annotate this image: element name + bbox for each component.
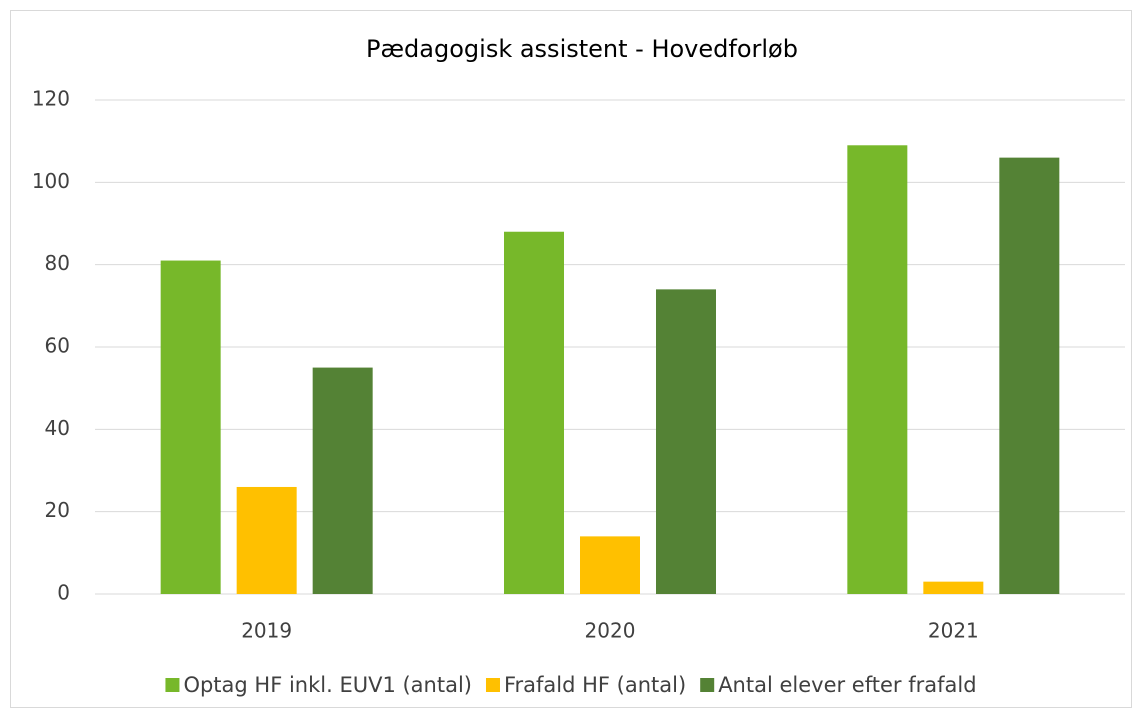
legend-swatch xyxy=(485,678,500,692)
legend-label: Frafald HF (antal) xyxy=(504,673,686,697)
bar xyxy=(656,289,716,594)
y-tick-label: 100 xyxy=(32,169,70,193)
x-tick-label: 2019 xyxy=(241,619,292,643)
bar xyxy=(160,260,221,594)
legend-label: Optag HF inkl. EUV1 (antal) xyxy=(183,673,472,697)
y-tick-label: 80 xyxy=(45,251,70,275)
y-tick-label: 40 xyxy=(45,416,70,440)
bar xyxy=(999,157,1060,594)
chart-title: Pædagogisk assistent - Hovedforløb xyxy=(366,35,798,63)
bar xyxy=(504,231,564,594)
bar xyxy=(923,581,984,594)
x-tick-label: 2020 xyxy=(585,619,636,643)
legend-swatch xyxy=(165,678,180,692)
x-tick-label: 2021 xyxy=(928,619,979,643)
legend-swatch xyxy=(700,678,715,692)
y-tick-label: 20 xyxy=(45,498,70,522)
y-tick-label: 120 xyxy=(32,87,70,111)
y-tick-label: 0 xyxy=(57,581,70,605)
bar xyxy=(236,486,297,594)
bar xyxy=(847,145,908,595)
bar xyxy=(312,367,373,594)
legend-label: Antal elever efter frafald xyxy=(718,673,976,697)
bar xyxy=(580,536,640,594)
y-tick-label: 60 xyxy=(45,334,70,358)
